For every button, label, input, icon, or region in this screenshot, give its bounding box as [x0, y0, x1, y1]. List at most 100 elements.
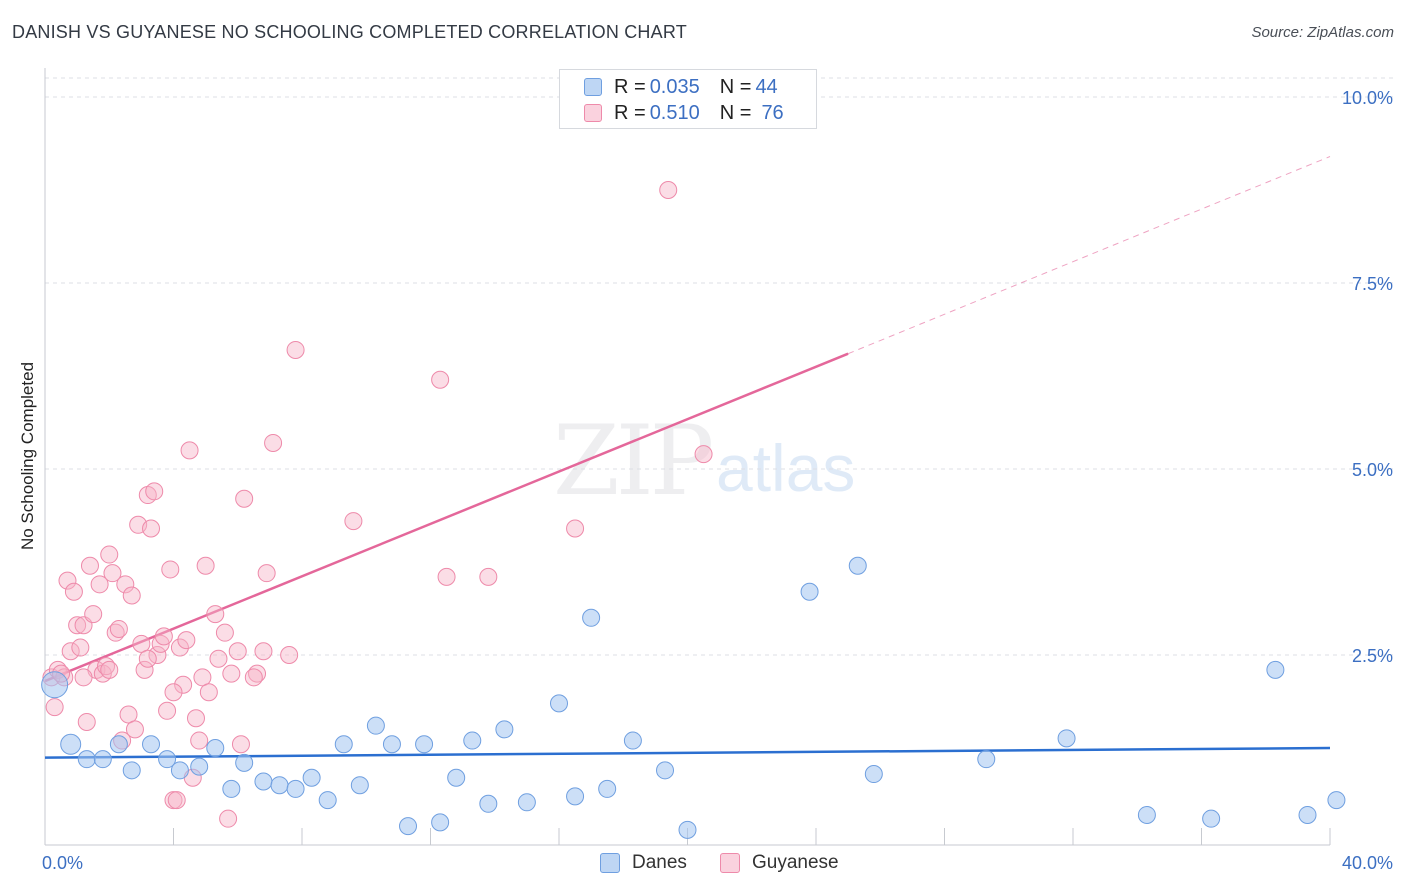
point-guyanese-66	[479, 567, 498, 586]
point-danes-42	[1137, 805, 1156, 824]
y-tick-label-1: 5.0%	[1352, 460, 1393, 480]
legend-row-danes: R = 0.035 N = 44	[584, 75, 778, 99]
point-guyanese-69	[694, 445, 713, 464]
point-guyanese-8	[71, 638, 90, 657]
legend-n-value-danes: 44	[755, 75, 778, 98]
point-danes-12	[235, 753, 254, 772]
point-guyanese-18	[103, 564, 122, 583]
x-tick-label-0: 0.0%	[42, 853, 83, 873]
point-guyanese-73	[164, 683, 183, 702]
point-guyanese-63	[344, 512, 363, 531]
legend-bottom-swatch-guyanese	[720, 853, 740, 873]
point-danes-29	[517, 793, 536, 812]
point-guyanese-34	[154, 627, 173, 646]
grid-layer	[45, 77, 1393, 656]
point-guyanese-45	[190, 731, 209, 750]
point-guyanese-5	[61, 642, 80, 661]
point-danes-3	[93, 750, 112, 769]
point-danes-11	[222, 779, 241, 798]
point-guyanese-55	[231, 735, 250, 754]
point-guyanese-59	[257, 564, 276, 583]
legend-n-label-guyanese: N =	[719, 101, 752, 124]
point-danes-43	[1202, 809, 1221, 828]
legend-item-danes[interactable]: Danes	[600, 852, 687, 874]
point-danes-35	[656, 761, 675, 780]
point-danes-38	[848, 556, 867, 575]
point-danes-7	[158, 750, 177, 769]
point-danes-45	[1298, 805, 1317, 824]
point-danes-33	[598, 779, 617, 798]
point-danes-13	[254, 772, 273, 791]
point-danes-26	[463, 731, 482, 750]
point-danes-5	[122, 761, 141, 780]
point-guyanese-12	[84, 605, 103, 624]
point-guyanese-28	[135, 660, 154, 679]
point-guyanese-32	[148, 646, 167, 664]
trend-line-danes	[44, 746, 1331, 759]
point-danes-21	[382, 735, 401, 754]
legend-bottom-swatch-danes	[600, 853, 620, 873]
point-guyanese-35	[158, 701, 177, 720]
point-guyanese-53	[222, 664, 241, 683]
axis-layer	[44, 68, 1331, 846]
point-layer	[41, 181, 1346, 839]
point-guyanese-6	[64, 582, 83, 601]
legend-bottom-label-guyanese: Guyanese	[752, 852, 839, 873]
trend-line-guyanese-extension	[847, 156, 1331, 355]
point-danes-20	[366, 716, 385, 735]
point-guyanese-68	[659, 181, 678, 199]
point-danes-10	[206, 739, 225, 757]
point-guyanese-74	[138, 649, 157, 668]
point-guyanese-47	[196, 556, 215, 575]
trend-layer	[44, 156, 1331, 759]
chart-title: DANISH VS GUYANESE NO SCHOOLING COMPLETE…	[12, 22, 687, 42]
point-danes-40	[977, 750, 996, 769]
point-guyanese-38	[167, 791, 186, 810]
point-danes-23	[415, 735, 434, 754]
point-guyanese-14	[90, 575, 109, 594]
point-danes-25	[447, 768, 466, 787]
point-danes-41	[1057, 729, 1076, 748]
point-guyanese-30	[142, 519, 161, 538]
point-guyanese-67	[566, 519, 585, 538]
legend-bottom-label-danes: Danes	[632, 852, 687, 873]
point-danes-8	[170, 761, 189, 780]
y-tick-label-2: 7.5%	[1352, 274, 1393, 294]
point-guyanese-27	[132, 634, 151, 653]
legend-r-value-danes: 0.035	[649, 75, 700, 98]
point-danes-31	[566, 787, 585, 806]
chart-source: Source: ZipAtlas.com	[1251, 24, 1394, 41]
watermark-zip: ZIP	[553, 405, 714, 517]
point-guyanese-54	[228, 642, 247, 661]
point-danes-14	[270, 776, 289, 795]
point-guyanese-1	[45, 698, 64, 717]
point-guyanese-11	[80, 556, 99, 575]
point-danes-17	[318, 791, 337, 810]
point-danes-15	[286, 779, 305, 798]
point-danes-2	[77, 750, 96, 769]
point-guyanese-44	[186, 709, 205, 728]
point-guyanese-46	[193, 668, 212, 687]
legend-r-label-danes: R =	[614, 75, 646, 98]
point-guyanese-24	[122, 586, 141, 605]
point-guyanese-20	[109, 619, 128, 638]
correlation-legend: R = 0.035 N = 44 R = 0.510 N = 76	[559, 69, 817, 129]
point-danes-34	[623, 731, 642, 750]
point-danes-0	[41, 671, 69, 699]
legend-swatch-danes	[584, 78, 602, 96]
point-danes-44	[1266, 660, 1285, 679]
legend-item-guyanese[interactable]: Guyanese	[720, 852, 839, 874]
point-guyanese-42	[180, 441, 199, 460]
point-guyanese-72	[100, 660, 119, 679]
point-guyanese-7	[68, 616, 87, 635]
point-danes-4	[109, 735, 128, 754]
legend-n-label-danes: N =	[719, 75, 752, 98]
point-guyanese-64	[431, 370, 450, 389]
point-guyanese-60	[264, 433, 283, 452]
point-danes-37	[800, 582, 819, 601]
y-tick-label-3: 10.0%	[1342, 88, 1393, 108]
point-guyanese-40	[174, 675, 193, 694]
point-guyanese-75	[244, 668, 263, 687]
point-danes-1	[60, 733, 82, 755]
